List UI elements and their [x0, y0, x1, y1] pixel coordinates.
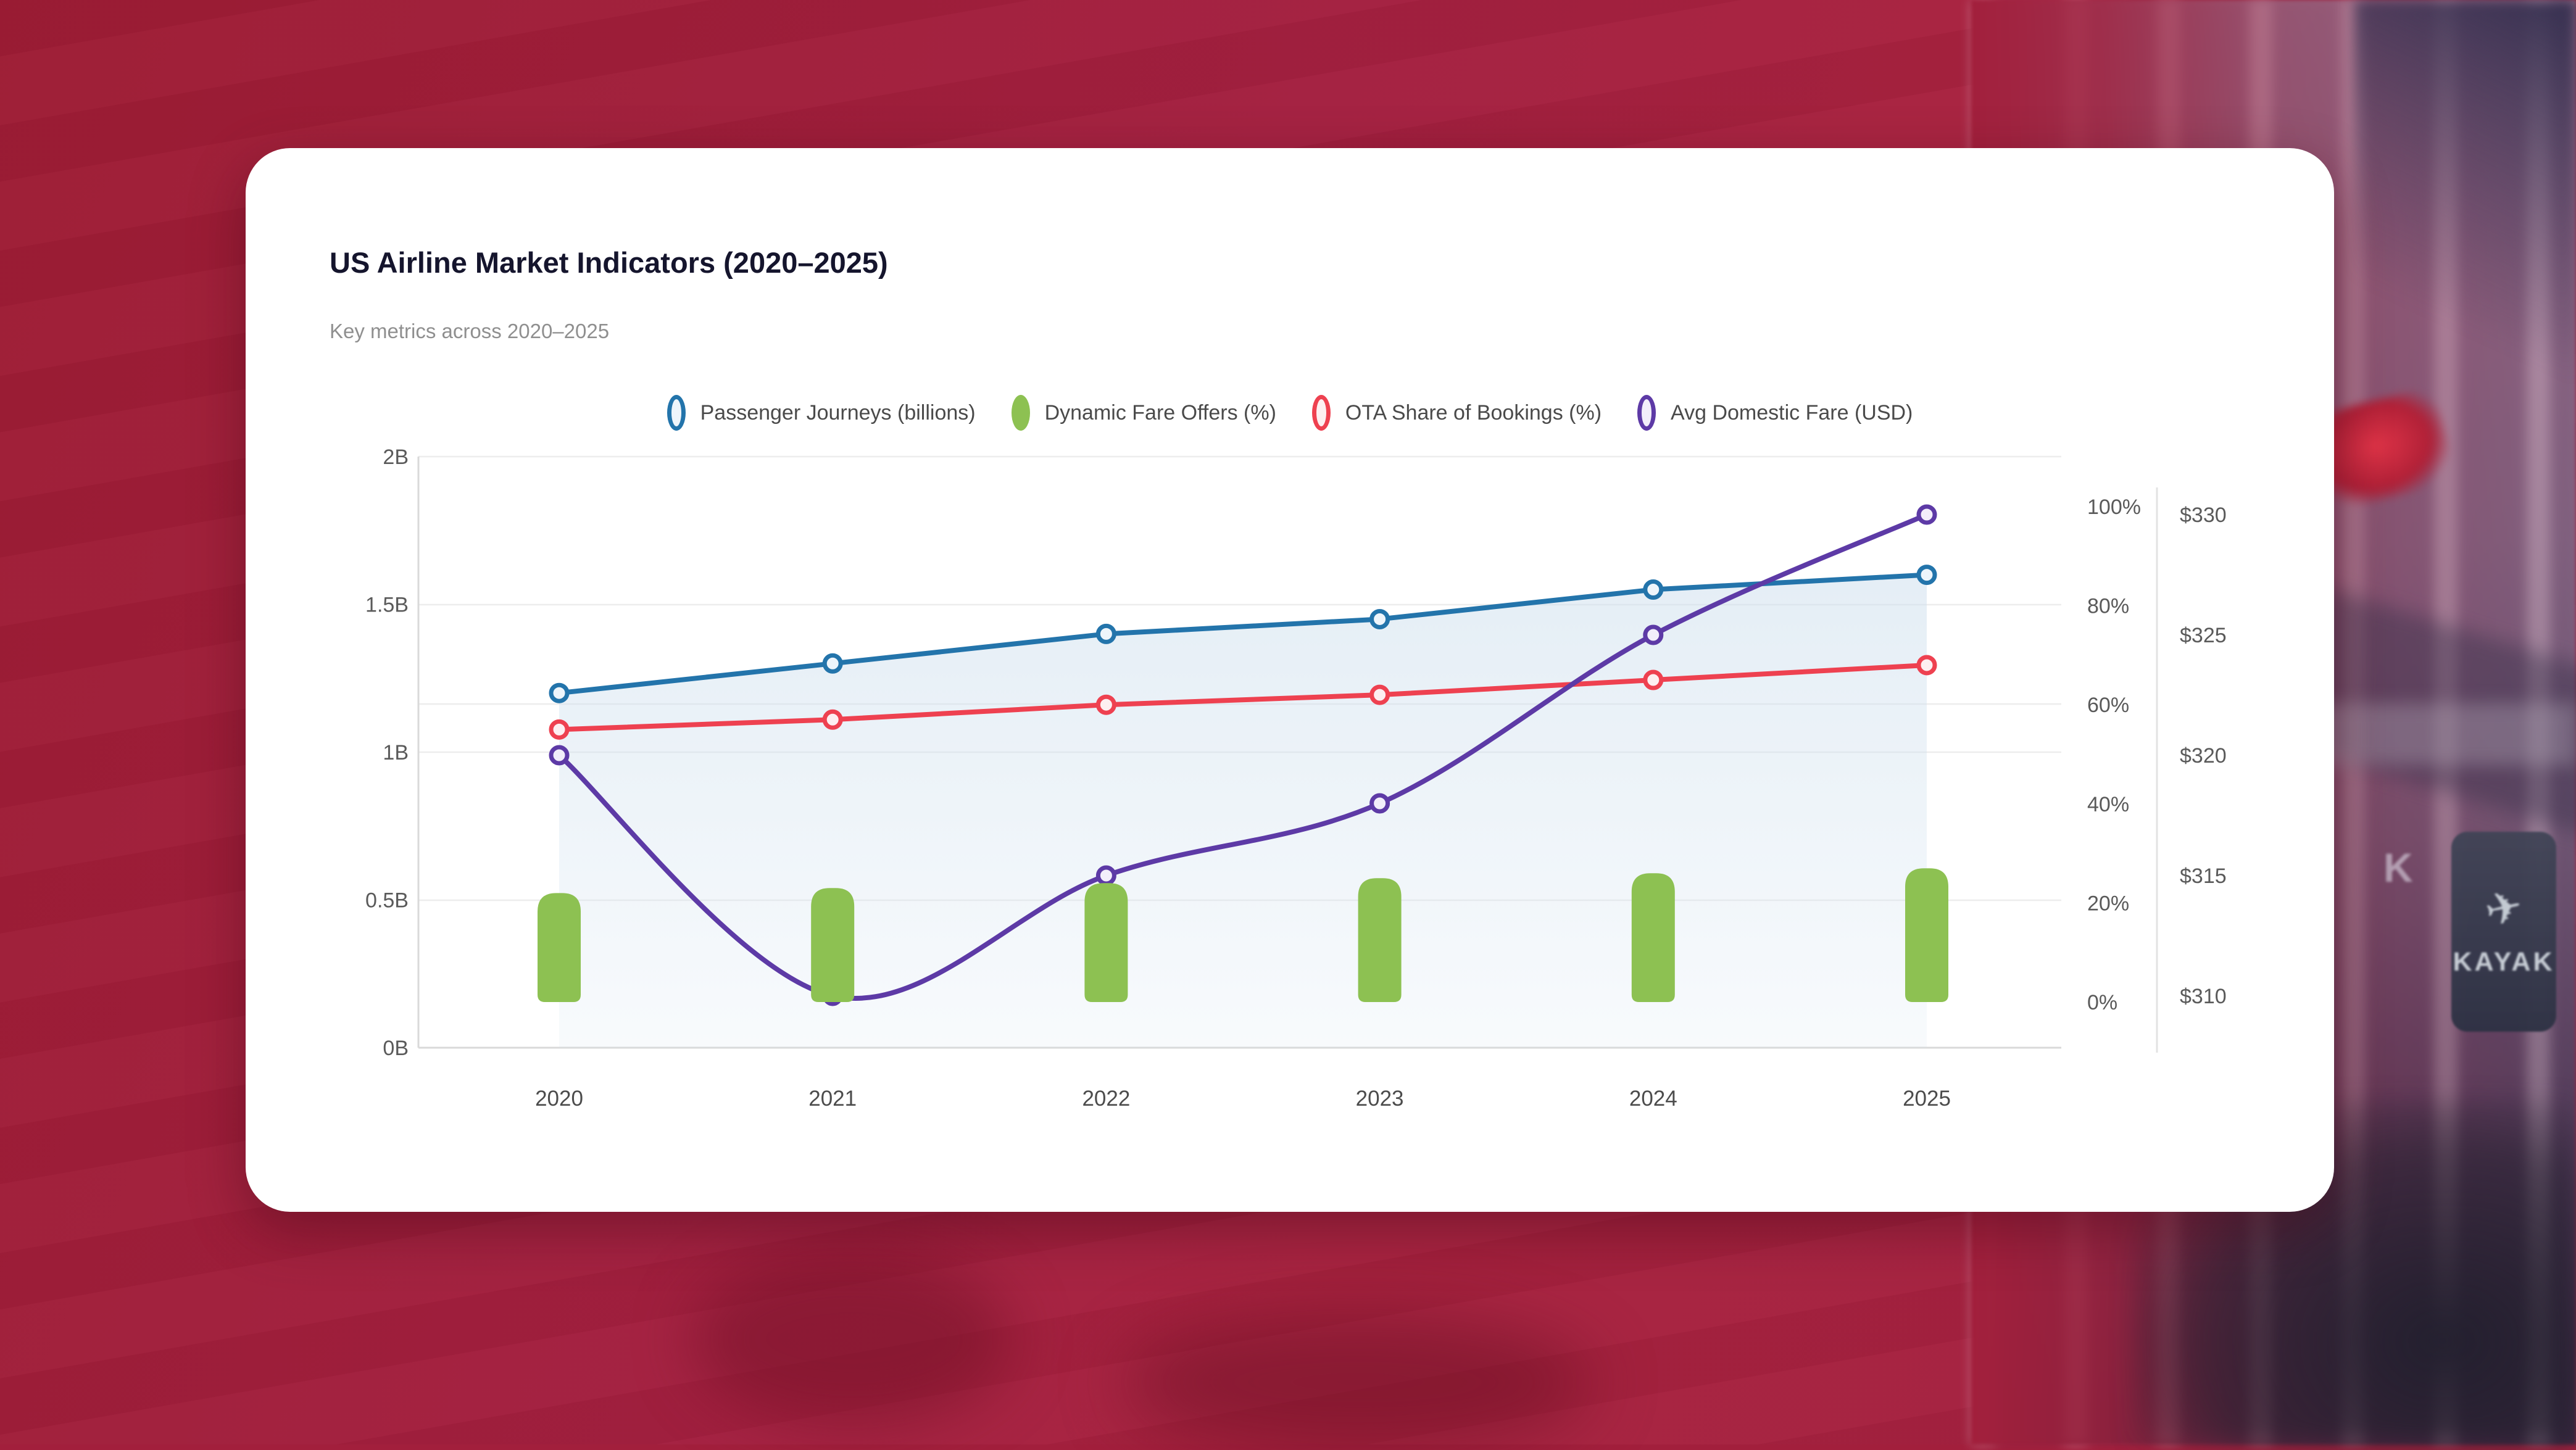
legend-label: Avg Domestic Fare (USD): [1671, 400, 1913, 425]
legend-marker-icon: [667, 395, 686, 431]
legend-marker-icon: [1637, 395, 1656, 431]
legend-marker-icon: [1311, 395, 1331, 431]
background-shadow-shape: [1123, 1314, 1592, 1450]
legend-item-4[interactable]: Avg Domestic Fare (USD): [1637, 395, 1913, 431]
legend-label: Passenger Journeys (billions): [700, 400, 976, 425]
chart-subtitle: Key metrics across 2020–2025: [330, 320, 610, 342]
airline-bird-icon: ✈: [2480, 880, 2527, 937]
kayak-faint-letter: K: [2383, 845, 2413, 890]
kayak-brand-text: KAYAK: [2453, 947, 2555, 977]
legend-label: Dynamic Fare Offers (%): [1044, 400, 1276, 425]
background-dark-corner: [2354, 0, 2576, 444]
legend-item-2[interactable]: Dynamic Fare Offers (%): [1011, 395, 1276, 431]
legend-label: OTA Share of Bookings (%): [1345, 400, 1602, 425]
chart-title: US Airline Market Indicators (2020–2025): [330, 246, 888, 279]
kayak-sign: ✈ KAYAK: [2451, 832, 2556, 1032]
legend-marker-icon: [1011, 395, 1030, 431]
chart-legend: Passenger Journeys (billions) Dynamic Far…: [246, 395, 2334, 431]
legend-item-3[interactable]: OTA Share of Bookings (%): [1311, 395, 1602, 431]
chart-card: US Airline Market Indicators (2020–2025)…: [246, 148, 2334, 1212]
background-shadow-shape: [691, 1253, 1012, 1425]
legend-item-1[interactable]: Passenger Journeys (billions): [667, 395, 976, 431]
